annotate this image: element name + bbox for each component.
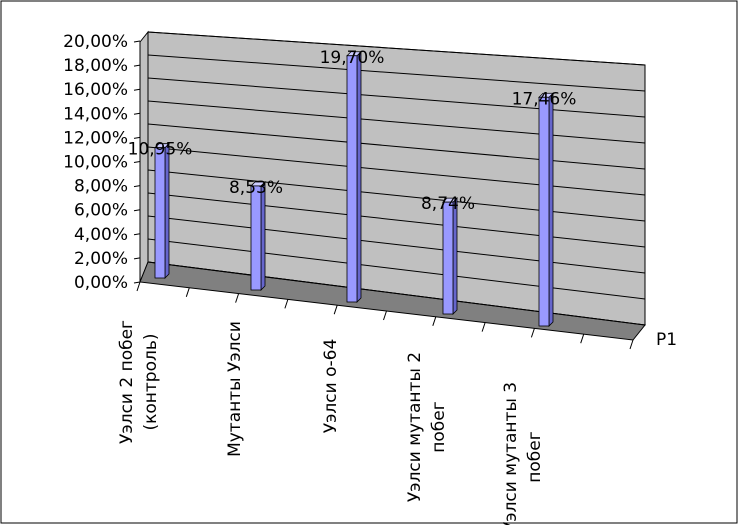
- grid-line: [147, 238, 646, 300]
- bar-front: [346, 55, 358, 303]
- bar: [250, 180, 266, 291]
- y-tick-label: 16,00%: [63, 80, 128, 100]
- bar-front: [538, 96, 550, 327]
- data-label: 19,70%: [320, 48, 385, 68]
- data-label: 8,53%: [229, 178, 283, 198]
- grid-line: [147, 77, 646, 118]
- y-tick: [133, 281, 141, 284]
- y-tick: [133, 112, 141, 115]
- data-label: 10,95%: [128, 140, 193, 160]
- x-tick-label: Мутанты Уэлси: [225, 321, 245, 457]
- grid-line: [147, 192, 646, 248]
- bar-side: [164, 142, 170, 279]
- y-tick-label: 10,00%: [63, 153, 128, 173]
- series-label: Р1: [656, 330, 677, 350]
- x-tick-label: Уэлси мутанты 3: [501, 382, 521, 525]
- grid-line: [147, 100, 646, 144]
- x-tick: [383, 310, 387, 321]
- bar: [538, 92, 554, 327]
- x-tick: [185, 287, 190, 297]
- y-tick: [133, 257, 141, 260]
- grid-line: [147, 123, 646, 170]
- bar-side: [548, 92, 554, 327]
- bar-front: [154, 147, 166, 279]
- y-tick: [133, 161, 141, 163]
- x-tick: [333, 305, 338, 315]
- y-tick: [133, 185, 141, 188]
- y-tick: [133, 209, 141, 212]
- x-tick-label: (контроль): [141, 333, 161, 430]
- y-tick: [133, 88, 141, 91]
- y-tick-label: 12,00%: [63, 128, 128, 148]
- x-tick-label: Уэлси 2 побег: [117, 320, 137, 444]
- x-tick-label: побег: [525, 431, 545, 482]
- grid-line: [147, 31, 646, 66]
- x-tick: [235, 293, 240, 303]
- bar-side: [452, 197, 458, 315]
- bar: [442, 197, 458, 315]
- x-tick: [136, 281, 141, 292]
- x-tick-label: Уэлси о-64: [321, 339, 341, 434]
- y-tick-label: 2,00%: [74, 249, 128, 269]
- y-tick: [133, 40, 141, 43]
- y-tick: [133, 233, 141, 236]
- bar-side: [356, 50, 362, 303]
- y-tick-label: 8,00%: [74, 177, 128, 197]
- y-tick-label: 20,00%: [63, 32, 128, 52]
- x-tick: [432, 316, 437, 326]
- bar-front: [250, 185, 262, 291]
- x-tick-label: Уэлси мутанты 2: [405, 352, 425, 502]
- x-tick: [629, 339, 634, 350]
- bar-front: [442, 201, 454, 315]
- y-tick: [133, 136, 141, 139]
- y-tick: [133, 64, 141, 67]
- data-label: 8,74%: [421, 194, 475, 214]
- x-tick: [580, 334, 585, 344]
- y-tick-label: 18,00%: [63, 56, 128, 76]
- y-tick-label: 14,00%: [63, 104, 128, 124]
- x-tick: [284, 299, 289, 309]
- x-tick-label: побег: [429, 401, 449, 452]
- bar-side: [260, 180, 266, 291]
- grid-line: [147, 54, 646, 92]
- x-tick: [530, 328, 535, 338]
- grid-line: [147, 215, 646, 274]
- grid-line: [147, 146, 646, 196]
- y-tick-label: 6,00%: [74, 201, 128, 221]
- x-tick: [481, 322, 486, 332]
- y-tick-label: 4,00%: [74, 225, 128, 245]
- grid-line: [147, 169, 646, 222]
- grid-line: [147, 261, 646, 326]
- y-tick-label: 0,00%: [74, 273, 128, 293]
- data-label: 17,46%: [512, 89, 577, 109]
- bar: [154, 142, 170, 279]
- bar: [346, 50, 362, 303]
